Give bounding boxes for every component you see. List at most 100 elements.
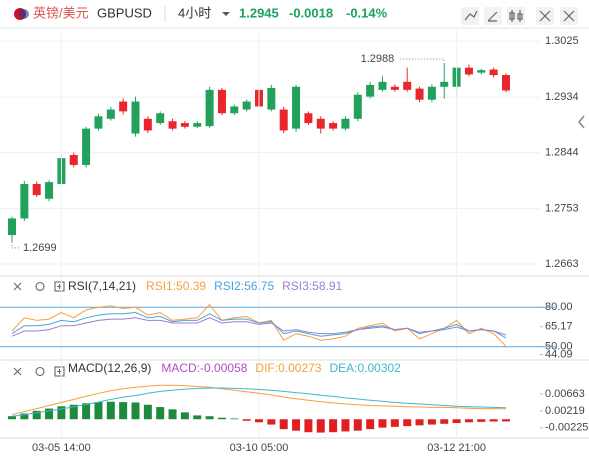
histogram-bar	[8, 416, 16, 420]
histogram-bar	[168, 409, 177, 420]
candle-body	[143, 118, 152, 131]
candle-body	[403, 81, 412, 90]
symbol: GBPUSD	[97, 5, 152, 20]
histogram-bar	[106, 401, 115, 420]
histogram-bar	[341, 419, 350, 432]
y-tick-label: 65.17	[545, 321, 573, 333]
histogram-bar	[477, 419, 486, 422]
legend-entry: DEA:0.00302	[329, 361, 401, 375]
candle-body	[119, 101, 128, 112]
candle-body	[69, 155, 78, 165]
histogram-bar	[94, 402, 103, 420]
histogram-bar	[464, 419, 473, 423]
histogram-bar	[193, 415, 202, 420]
series-line	[11, 311, 507, 339]
histogram-bar	[353, 419, 362, 431]
legend-entry: RSI3:58.91	[282, 279, 342, 293]
panel-icons	[13, 281, 65, 377]
x-tick-label: 03-10 05:00	[230, 442, 289, 454]
settings-icon[interactable]	[35, 366, 45, 377]
candle-body	[267, 88, 276, 110]
y-tick-label: 0.00219	[545, 405, 585, 417]
candle-body	[32, 184, 41, 196]
histogram-bar	[329, 419, 338, 433]
series-line	[11, 387, 507, 417]
histogram-bar	[205, 416, 214, 420]
candle-body	[217, 89, 226, 114]
interval[interactable]: 4小时	[178, 5, 211, 20]
candle-body	[8, 218, 16, 236]
histogram-bar	[292, 419, 301, 431]
y-tick-label: 80.00	[545, 301, 573, 313]
candle-body	[106, 109, 115, 119]
y-tick-label: 50.00	[545, 341, 573, 353]
dropdown-arrow[interactable]	[222, 12, 230, 16]
histogram-bar	[242, 419, 251, 421]
histogram-bar	[143, 404, 152, 420]
histogram-bar	[82, 403, 91, 420]
histogram-bar	[180, 412, 189, 420]
tool-icon	[509, 10, 523, 22]
side-arrow[interactable]	[578, 115, 585, 129]
expand-icon[interactable]	[54, 366, 65, 377]
histogram-bar	[304, 419, 313, 433]
legend-entry: MACD:-0.00058	[161, 361, 247, 375]
candle-body	[366, 84, 375, 97]
histogram-bar	[57, 406, 66, 420]
change: -0.0018	[289, 5, 333, 20]
candle-body	[292, 86, 301, 129]
candle-body	[329, 123, 338, 129]
candle-body	[94, 116, 103, 129]
series-line	[11, 384, 507, 416]
legend-entry: DIF:0.00273	[255, 361, 321, 375]
candle-body	[180, 123, 189, 127]
y-tick-label: 1.2844	[545, 147, 579, 159]
candle-body	[464, 67, 473, 75]
tool-icon	[539, 10, 551, 22]
candle-body	[304, 113, 313, 124]
histogram-bar	[156, 407, 165, 420]
candle-body	[82, 128, 91, 165]
y-tick-label: -0.00225	[545, 422, 588, 434]
candle-body	[316, 118, 325, 129]
annotation-leader	[11, 241, 20, 249]
histogram-bar	[69, 404, 78, 420]
y-tick-label: 1.2663	[545, 258, 579, 270]
candle-body	[279, 109, 288, 131]
pair-name: 英镑/美元	[33, 5, 89, 20]
histogram-bar	[378, 419, 387, 428]
tool-button[interactable]	[461, 7, 479, 25]
histogram-bar	[403, 419, 412, 427]
candle-body	[242, 101, 251, 110]
candle-body	[156, 113, 165, 124]
candle-body	[378, 81, 387, 90]
candle-body	[341, 118, 350, 129]
annotation: 1.2699	[23, 242, 57, 254]
panel-title: RSI(7,14,21)	[68, 279, 136, 293]
x-tick-label: 03-12 21:00	[427, 442, 486, 454]
histogram-bar	[119, 402, 128, 420]
histogram-bar	[217, 417, 226, 420]
expand-icon[interactable]	[54, 281, 65, 292]
toolbar	[461, 7, 578, 25]
histogram-bar	[502, 419, 510, 422]
histogram-bar	[366, 419, 375, 430]
histogram-bar	[230, 418, 239, 420]
legend-entry: RSI1:50.39	[146, 279, 206, 293]
candle-body	[20, 184, 29, 219]
candle-body	[205, 89, 214, 127]
close-icon[interactable]	[13, 367, 22, 376]
annotation: 1.2988	[361, 53, 395, 65]
panel-title: MACD(12,26,9)	[68, 361, 151, 375]
price: 1.2945	[239, 5, 279, 20]
tool-icon	[563, 10, 575, 22]
y-tick-label: 1.2934	[545, 91, 579, 103]
close-icon[interactable]	[13, 282, 22, 291]
candle-body	[477, 70, 486, 73]
y-tick-label: 44.09	[545, 348, 573, 360]
candle-body	[168, 121, 177, 129]
histogram-bar	[415, 419, 424, 426]
settings-icon[interactable]	[35, 281, 45, 292]
